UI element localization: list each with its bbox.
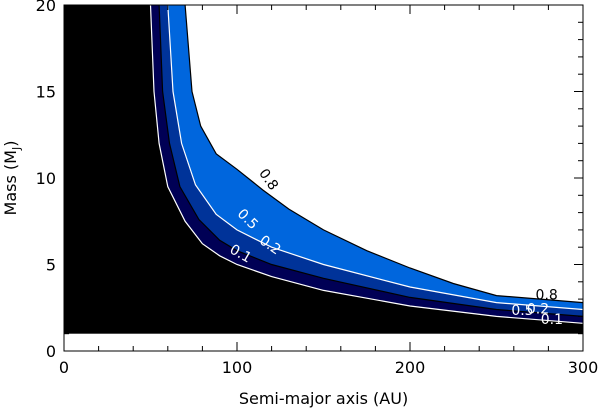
contour-label: 0.2 xyxy=(527,301,549,317)
y-tick-label: 15 xyxy=(36,83,56,102)
contour-label: 0.5 xyxy=(511,303,533,319)
y-axis-title: Mass (MJ) xyxy=(1,141,23,216)
contour-line-0.8 xyxy=(184,5,583,304)
x-tick-label: 200 xyxy=(395,358,426,377)
contour-line-0.1 xyxy=(149,5,583,324)
x-tick-label: 100 xyxy=(222,358,253,377)
axis-ticks: 0 100 200 300 0 5 10 15 20 xyxy=(36,0,599,377)
y-tick-label: 0 xyxy=(46,342,56,361)
y-axis-title-subscript: J xyxy=(10,147,23,151)
y-tick-label: 10 xyxy=(36,169,56,188)
y-tick-label: 20 xyxy=(36,0,56,15)
y-axis-title-base: Mass (M xyxy=(1,150,20,215)
x-tick-label: 300 xyxy=(568,358,599,377)
x-axis-title: Semi-major axis (AU) xyxy=(239,389,408,408)
plot-area xyxy=(64,5,583,334)
undetected-region xyxy=(185,5,583,303)
x-tick-label: 0 xyxy=(59,358,69,377)
y-axis-title-close: ) xyxy=(1,141,20,147)
contour-line-0.5 xyxy=(167,5,583,311)
contour-label: 0.1 xyxy=(541,312,563,328)
contour-label: 0.8 xyxy=(536,288,558,304)
contour-line-0.2 xyxy=(158,5,583,317)
y-tick-label: 5 xyxy=(46,256,56,275)
